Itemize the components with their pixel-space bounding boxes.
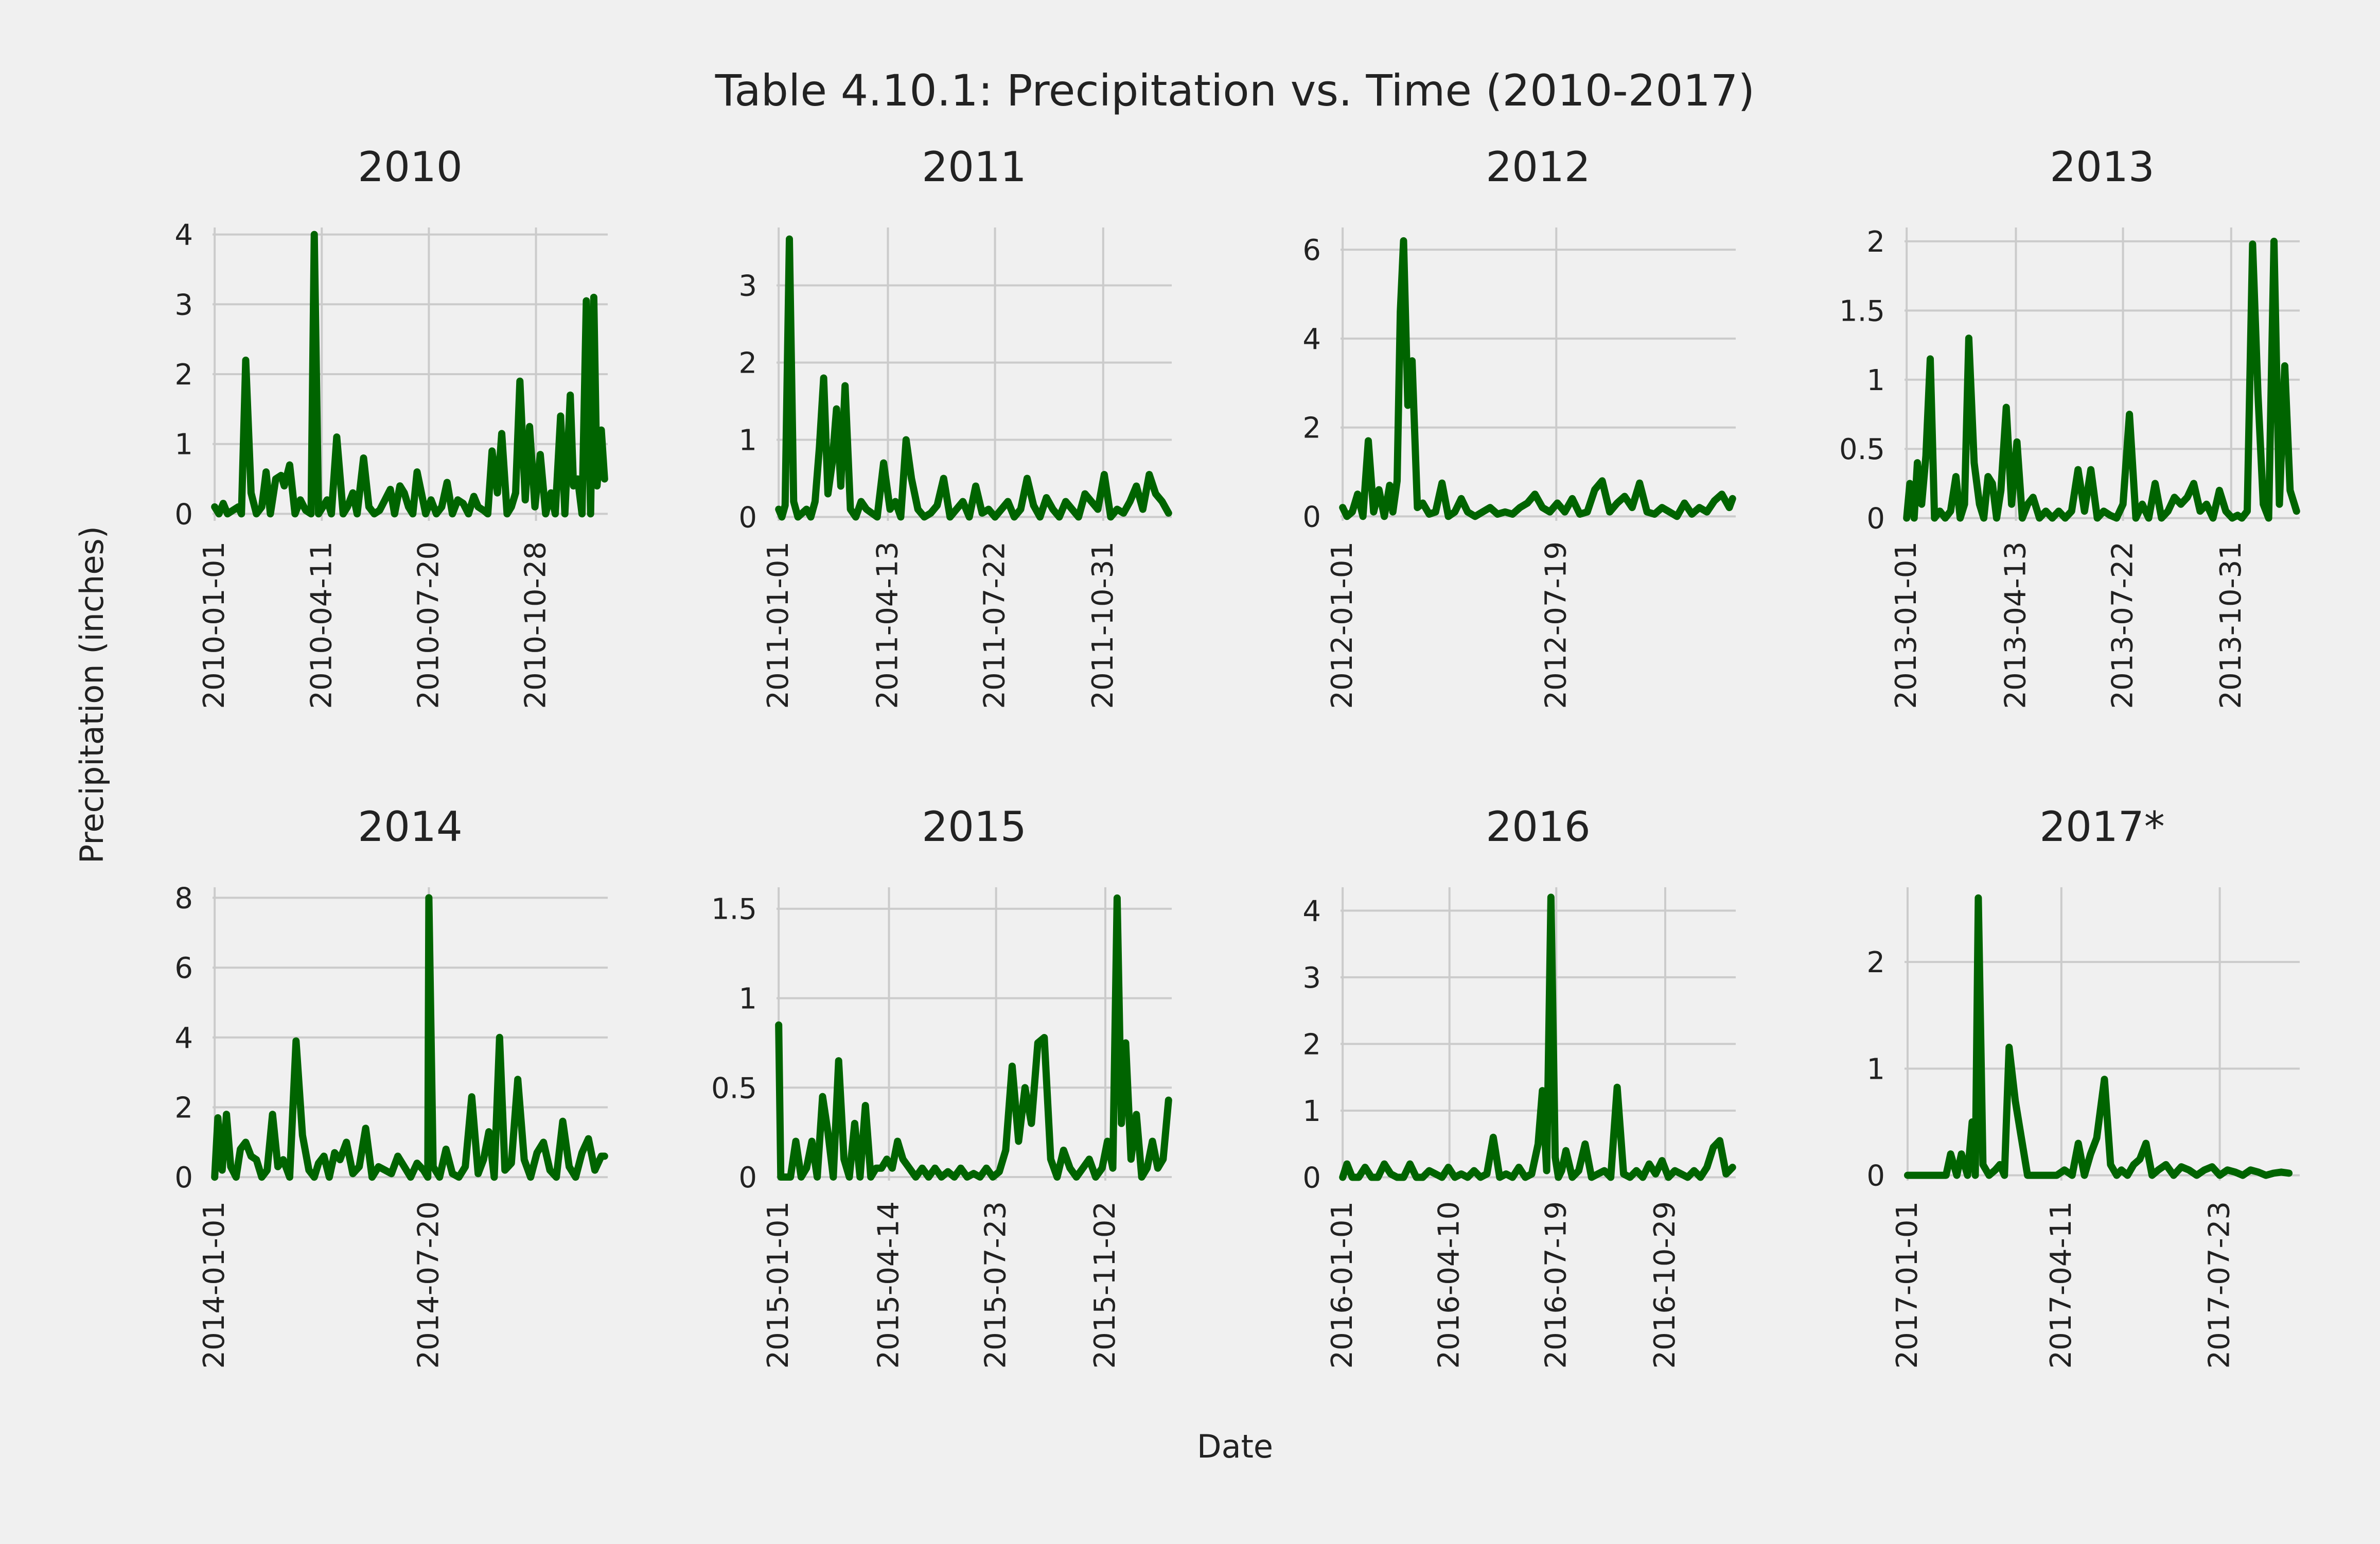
y-tick-label: 2 — [738, 347, 757, 380]
x-tick-label: 2016-04-10 — [1433, 1201, 1466, 1368]
subplot-2016: 2016 0 1 2 3 4 2016-01-01 2016-04-10 2016-07-19 2… — [1302, 803, 1736, 1368]
precipitation-series-line — [1339, 237, 1736, 520]
y-tick-label: 2 — [1866, 946, 1885, 979]
y-tick-label: 4 — [1302, 894, 1321, 928]
subplot-2015: 2015 0 0.5 1 1.5 2015-01-01 2015-04-14 2015-07-… — [711, 803, 1172, 1368]
precipitation-series-line — [211, 894, 608, 1181]
subplot-2013: 2013 0 0.5 1 1.5 2 2013-01-01 2013-04-13 2013-07… — [1839, 143, 2300, 709]
subplot-title: 2011 — [922, 143, 1027, 191]
x-tick-label: 2017-04-11 — [2044, 1201, 2078, 1368]
y-tick-label: 1 — [738, 424, 757, 458]
y-tick-label: 0 — [1302, 1162, 1321, 1195]
y-tick-label: 2 — [174, 1092, 193, 1125]
subplot-2010: 2010 0 1 2 3 4 2010-01-01 2010-04-11 2010-07-20 2… — [174, 143, 608, 709]
x-tick-label: 2012-07-19 — [1539, 541, 1573, 709]
figure-xlabel: Date — [1197, 1428, 1273, 1465]
x-tick-label: 2010-10-28 — [519, 541, 553, 709]
x-tick-label: 2015-01-01 — [762, 1201, 795, 1368]
y-tick-label: 4 — [1302, 323, 1321, 356]
y-tick-label: 3 — [174, 288, 193, 322]
x-tick-label: 2017-01-01 — [1891, 1201, 1924, 1368]
y-tick-label: 3 — [1302, 961, 1321, 995]
x-tick-label: 2014-07-20 — [412, 1201, 445, 1368]
x-tick-label: 2013-07-22 — [2106, 541, 2140, 709]
precipitation-series-line — [1339, 893, 1736, 1181]
y-tick-label: 2 — [1302, 412, 1321, 445]
x-tick-label: 2015-04-14 — [872, 1201, 906, 1368]
y-tick-label: 6 — [1302, 234, 1321, 267]
figure-title: Table 4.10.1: Precipitation vs. Time (20… — [715, 65, 1755, 116]
y-tick-label: 0.5 — [1839, 433, 1885, 466]
precipitation-series-line — [775, 894, 1172, 1181]
y-tick-label: 2 — [1866, 225, 1885, 259]
precipitation-series-line — [211, 231, 608, 518]
precipitation-series-line — [1904, 894, 2293, 1179]
y-tick-label: 1 — [1302, 1095, 1321, 1128]
x-tick-label: 2012-01-01 — [1326, 541, 1359, 709]
subplot-title: 2015 — [922, 803, 1027, 851]
x-tick-label: 2016-10-29 — [1648, 1201, 1682, 1368]
y-tick-label: 0 — [738, 501, 757, 535]
precipitation-series-line — [1903, 237, 2300, 522]
subplot-title: 2010 — [358, 143, 463, 191]
y-tick-label: 1 — [1866, 1052, 1885, 1086]
subplot-2014: 2014 0 2 4 6 8 2014-01-01 2014-07-20 — [174, 803, 608, 1368]
x-tick-label: 2013-01-01 — [1890, 541, 1923, 709]
y-tick-label: 3 — [738, 270, 757, 303]
y-tick-label: 0 — [1866, 1160, 1885, 1193]
y-tick-label: 0 — [174, 1161, 193, 1195]
x-tick-label: 2010-01-01 — [198, 541, 231, 709]
x-tick-label: 2016-01-01 — [1326, 1201, 1359, 1368]
y-tick-label: 0 — [1302, 500, 1321, 534]
x-tick-label: 2011-04-13 — [871, 541, 904, 709]
y-tick-label: 1 — [174, 428, 193, 462]
y-tick-label: 1.5 — [1839, 294, 1885, 328]
y-tick-label: 0 — [174, 498, 193, 531]
y-tick-label: 4 — [174, 219, 193, 252]
subplot-title: 2014 — [358, 803, 463, 851]
x-tick-label: 2011-07-22 — [978, 541, 1012, 709]
subplot-title: 2016 — [1486, 803, 1591, 851]
subplot-title: 2017* — [2039, 803, 2165, 851]
y-tick-label: 0.5 — [711, 1072, 757, 1105]
x-tick-label: 2016-07-19 — [1539, 1201, 1573, 1368]
subplot-2011: 2011 0 1 2 3 2011-01-01 2011-04-13 2011-07-22 20… — [738, 143, 1172, 709]
y-tick-label: 4 — [174, 1022, 193, 1055]
x-tick-label: 2014-01-01 — [198, 1201, 231, 1368]
y-tick-label: 8 — [174, 882, 193, 915]
figure-ylabel: Precipitation (inches) — [73, 526, 111, 864]
x-tick-label: 2015-11-02 — [1088, 1201, 1122, 1368]
x-tick-label: 2013-10-31 — [2214, 541, 2248, 709]
subplot-title: 2013 — [2050, 143, 2155, 191]
x-tick-label: 2013-04-13 — [1999, 541, 2032, 709]
x-tick-label: 2017-07-23 — [2203, 1201, 2236, 1368]
subplot-2012: 2012 0 2 4 6 2012-01-01 2012-07-19 — [1302, 143, 1736, 709]
y-tick-label: 1 — [1866, 364, 1885, 397]
x-tick-label: 2010-04-11 — [305, 541, 338, 709]
y-tick-label: 1.5 — [711, 893, 757, 926]
subplot-title: 2012 — [1486, 143, 1591, 191]
x-tick-label: 2015-07-23 — [979, 1201, 1013, 1368]
y-tick-label: 1 — [738, 982, 757, 1015]
y-tick-label: 0 — [738, 1161, 757, 1195]
y-tick-label: 2 — [174, 358, 193, 392]
subplot-2017: 2017* 0 1 2 2017-01-01 2017-04-11 2017-07-23 — [1866, 803, 2300, 1368]
x-tick-label: 2010-07-20 — [412, 541, 445, 709]
y-tick-label: 0 — [1866, 502, 1885, 536]
x-tick-label: 2011-10-31 — [1086, 541, 1120, 709]
y-tick-label: 2 — [1302, 1028, 1321, 1061]
y-tick-label: 6 — [174, 952, 193, 985]
x-tick-label: 2011-01-01 — [762, 541, 795, 709]
precipitation-series-line — [775, 235, 1172, 521]
